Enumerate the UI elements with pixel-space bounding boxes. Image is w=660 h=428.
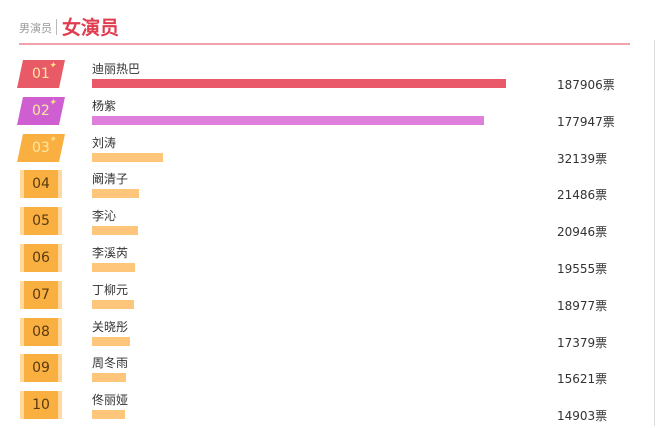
scrollbar-track[interactable] — [654, 40, 655, 426]
sparkle-icon: ✦ — [48, 61, 58, 71]
vote-bar — [92, 373, 127, 383]
rank-number: 09 — [32, 360, 50, 377]
vote-count: 20946票 — [557, 225, 608, 240]
vote-bar — [92, 410, 125, 420]
actress-name: 李溪芮 — [92, 246, 129, 260]
sparkle-icon: ✦ — [48, 134, 58, 145]
vote-bar — [92, 263, 136, 272]
rank-badge: 06 — [20, 244, 62, 272]
vote-count: 21486票 — [557, 188, 608, 203]
vote-count: 32139票 — [557, 151, 608, 166]
ranking-row[interactable]: 10 佟丽娅 14903票 — [0, 391, 640, 428]
rank-badge: 09 — [20, 354, 62, 383]
actress-name: 丁柳元 — [92, 282, 129, 297]
actress-name: 刘涛 — [92, 135, 117, 150]
ranking-row[interactable]: 07 丁柳元 18977票 — [0, 280, 640, 318]
vote-bar — [92, 299, 134, 309]
ranking-row[interactable]: 08 关晓彤 17379票 — [0, 317, 640, 355]
vote-count: 14903票 — [557, 409, 608, 424]
ranking-row[interactable]: 04 阚清子 21486票 — [0, 170, 640, 207]
vote-count: 15621票 — [557, 372, 608, 387]
vote-count: 187906票 — [557, 78, 615, 92]
ranking-row[interactable]: 01 ✦ 迪丽热巴 187906票 — [0, 60, 640, 97]
rank-number: 02 — [32, 102, 50, 119]
actress-name: 佟丽娅 — [92, 393, 129, 408]
header-divider — [19, 43, 630, 45]
vote-count: 17379票 — [557, 335, 608, 350]
rank-number: 10 — [32, 397, 50, 414]
rank-badge: 01 ✦ — [17, 60, 65, 88]
rank-number: 07 — [32, 286, 50, 303]
rank-number: 04 — [32, 176, 50, 193]
ranking-row[interactable]: 03 ✦ 刘涛 32139票 — [0, 133, 640, 171]
tab-divider — [56, 19, 57, 35]
actress-name: 李沁 — [92, 209, 117, 224]
rank-badge: 03 ✦ — [17, 133, 65, 162]
vote-bar — [92, 79, 506, 88]
rank-number: 05 — [32, 213, 50, 230]
rank-number: 08 — [32, 323, 50, 340]
sparkle-icon: ✦ — [48, 97, 58, 108]
rank-number: 03 — [32, 139, 50, 156]
actress-name: 杨紫 — [92, 98, 117, 113]
ranking-row[interactable]: 06 李溪芮 19555票 — [0, 244, 640, 281]
category-tabs: 男演员 女演员 — [19, 12, 119, 40]
tab-male-actors[interactable]: 男演员 — [19, 22, 52, 35]
vote-bar — [92, 189, 140, 199]
vote-bar — [92, 115, 485, 125]
rank-number: 06 — [32, 250, 50, 266]
vote-count: 18977票 — [557, 298, 608, 313]
ranking-row[interactable]: 09 周冬雨 15621票 — [0, 354, 640, 391]
rank-badge: 10 — [20, 391, 62, 420]
rank-badge: 05 — [20, 207, 62, 236]
actress-name: 关晓彤 — [92, 319, 129, 334]
vote-bar — [92, 152, 163, 162]
rank-badge: 04 — [20, 170, 62, 199]
vote-bar — [92, 336, 131, 346]
vote-bar — [92, 226, 139, 236]
ranking-row[interactable]: 02 ✦ 杨紫 177947票 — [0, 96, 640, 134]
ranking-row[interactable]: 05 李沁 20946票 — [0, 207, 640, 244]
actress-name: 迪丽热巴 — [92, 62, 141, 76]
actress-name: 阚清子 — [92, 172, 129, 187]
rank-badge: 07 — [20, 280, 62, 309]
actress-name: 周冬雨 — [92, 356, 129, 371]
vote-count: 19555票 — [557, 262, 608, 276]
tab-female-actors[interactable]: 女演员 — [62, 17, 120, 39]
rank-badge: 08 — [20, 317, 62, 346]
vote-count: 177947票 — [557, 114, 615, 129]
rank-badge: 02 ✦ — [17, 96, 65, 125]
rank-number: 01 — [32, 66, 50, 82]
